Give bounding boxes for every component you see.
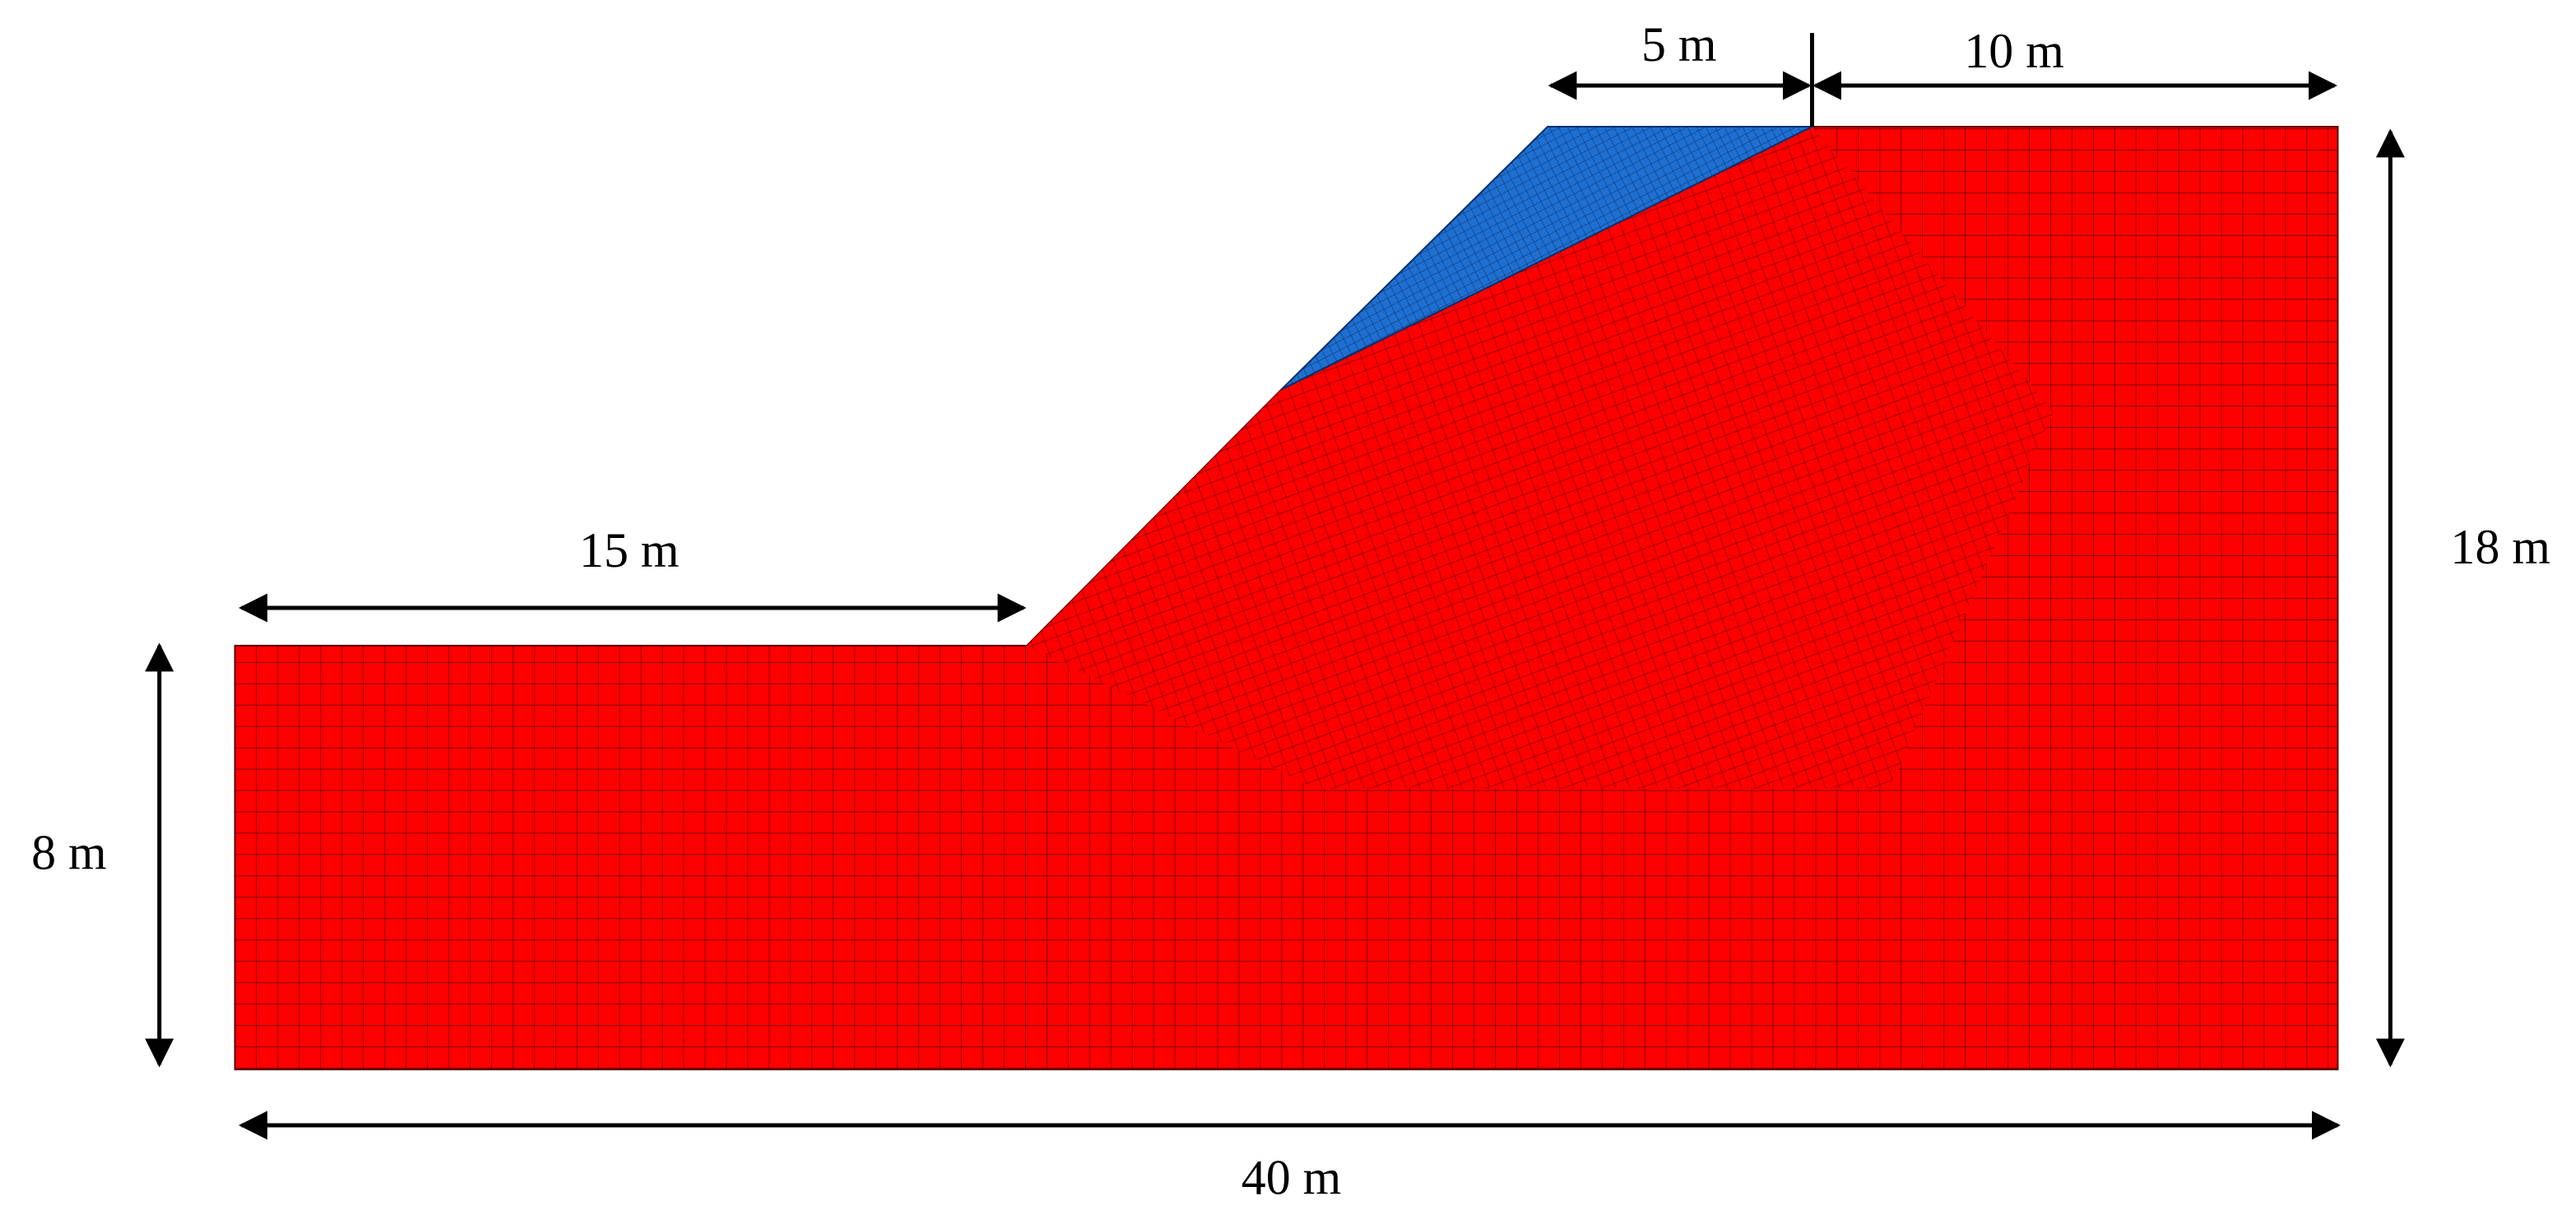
dim-label: 8 m: [31, 825, 107, 879]
dim-label: 18 m: [2450, 520, 2550, 574]
dim-label: 10 m: [1964, 24, 2063, 78]
sliding-wedge: [1280, 125, 1812, 391]
dim-label: 5 m: [1641, 17, 1717, 72]
dim-label: 15 m: [579, 523, 679, 577]
soil-mesh-fine: [1027, 126, 2054, 789]
dim-label: 40 m: [1242, 1151, 1341, 1205]
